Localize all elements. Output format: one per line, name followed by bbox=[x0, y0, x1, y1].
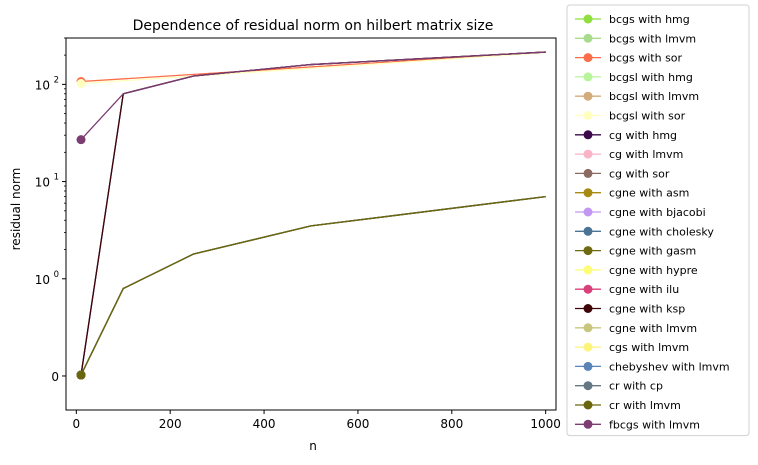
y-tick-label: 10 bbox=[35, 78, 50, 92]
series-line bbox=[80, 195, 546, 376]
legend-marker bbox=[583, 419, 593, 429]
legend-label: bcgsl with lmvm bbox=[609, 90, 699, 103]
y-tick-label: 10 bbox=[35, 273, 50, 287]
legend-label: bcgsl with hmg bbox=[609, 71, 693, 84]
plot-frame bbox=[65, 37, 557, 411]
legend-entry: cgs with lmvm bbox=[575, 341, 689, 354]
legend-entry: chebyshev with lmvm bbox=[575, 360, 730, 373]
legend-entry: bcgsl with lmvm bbox=[575, 90, 699, 103]
legend-label: cr with lmvm bbox=[609, 399, 681, 412]
legend-marker bbox=[583, 72, 593, 82]
legend-entry: cgne with bjacobi bbox=[575, 206, 706, 219]
legend-entry: bcgsl with hmg bbox=[575, 71, 693, 84]
legend-entry: bcgs with lmvm bbox=[575, 32, 696, 45]
legend-label: cgne with asm bbox=[609, 187, 689, 200]
legend-entry: cr with cp bbox=[575, 380, 663, 393]
legend-marker bbox=[583, 207, 593, 217]
y-tick-exponent: 2 bbox=[54, 75, 59, 85]
legend-entry: cgne with cholesky bbox=[575, 225, 714, 238]
legend-entry: cg with hmg bbox=[575, 129, 677, 142]
legend-label: cgne with gasm bbox=[609, 245, 696, 258]
legend-marker bbox=[583, 111, 593, 120]
legend-entry: cgne with ksp bbox=[575, 303, 685, 316]
y-axis-label: residual norm bbox=[9, 168, 23, 251]
legend-marker bbox=[583, 246, 593, 256]
legend-marker bbox=[583, 265, 593, 275]
plot-area bbox=[76, 51, 546, 380]
legend-label: cgne with bjacobi bbox=[609, 206, 706, 219]
legend-box bbox=[566, 4, 750, 437]
x-tick-label: 200 bbox=[159, 417, 182, 431]
legend-marker bbox=[583, 381, 593, 391]
legend-entry: cgne with asm bbox=[575, 187, 689, 200]
y-tick-label: 10 bbox=[35, 176, 50, 190]
series-5 bbox=[76, 52, 546, 89]
legend-entry: cgne with ilu bbox=[575, 283, 679, 296]
legend-entry: cg with sor bbox=[575, 167, 670, 180]
legend-label: cgne with hypre bbox=[609, 264, 698, 277]
x-tick-label: 0 bbox=[73, 417, 81, 431]
y-tick-label: 0 bbox=[51, 370, 59, 384]
series-20 bbox=[76, 195, 546, 380]
legend-marker bbox=[583, 342, 593, 352]
legend-entry: cgne with lmvm bbox=[575, 322, 697, 335]
legend-marker bbox=[583, 304, 593, 313]
x-axis-label: n bbox=[309, 439, 317, 453]
legend-entry: cg with lmvm bbox=[575, 148, 683, 161]
legend-entry: fbcgs with lmvm bbox=[575, 418, 700, 431]
series-line bbox=[80, 51, 546, 83]
legend-marker bbox=[583, 149, 593, 159]
legend-entry: cgne with hypre bbox=[575, 264, 698, 277]
legend-label: cgne with lmvm bbox=[609, 322, 697, 335]
chart-title: Dependence of residual norm on hilbert m… bbox=[133, 18, 494, 34]
series-marker bbox=[76, 135, 86, 145]
legend-label: bcgs with hmg bbox=[609, 13, 690, 26]
legend-label: bcgs with sor bbox=[609, 52, 683, 65]
legend-marker bbox=[583, 188, 593, 198]
legend-label: bcgsl with sor bbox=[609, 110, 686, 123]
x-tick-label: 400 bbox=[253, 417, 276, 431]
legend-label: cr with cp bbox=[609, 380, 663, 393]
legend-label: cgne with cholesky bbox=[609, 225, 714, 238]
legend-label: cgne with ilu bbox=[609, 283, 679, 296]
legend-marker bbox=[583, 14, 593, 24]
legend-label: cg with sor bbox=[609, 167, 670, 180]
x-tick-label: 800 bbox=[440, 417, 463, 431]
series-marker bbox=[76, 370, 86, 380]
legend-marker bbox=[583, 168, 593, 178]
legend-marker bbox=[583, 400, 593, 410]
legend-entry: bcgs with sor bbox=[575, 52, 683, 65]
legend-entry: cgne with gasm bbox=[575, 245, 696, 258]
y-tick-exponent: 1 bbox=[54, 173, 59, 183]
series-line bbox=[80, 52, 546, 85]
y-tick-exponent: 0 bbox=[54, 270, 59, 280]
series-21 bbox=[76, 51, 546, 145]
legend-marker bbox=[583, 33, 593, 43]
series-marker bbox=[76, 79, 86, 89]
legend-marker bbox=[583, 323, 593, 333]
legend-marker bbox=[583, 130, 593, 140]
legend-entry: cr with lmvm bbox=[575, 399, 681, 412]
legend-label: cgs with lmvm bbox=[609, 341, 689, 354]
legend-marker bbox=[583, 226, 593, 236]
x-tick-label: 1000 bbox=[530, 417, 561, 431]
legend-label: cg with lmvm bbox=[609, 148, 683, 161]
legend-label: fbcgs with lmvm bbox=[609, 418, 700, 431]
x-tick-label: 600 bbox=[346, 417, 369, 431]
legend-label: bcgs with lmvm bbox=[609, 32, 696, 45]
legend: bcgs with hmg bcgs with lmvm bcgs with sor… bbox=[566, 4, 750, 437]
legend-marker bbox=[583, 53, 593, 63]
legend-marker bbox=[583, 361, 593, 371]
legend-marker bbox=[583, 284, 593, 294]
legend-marker bbox=[583, 91, 593, 101]
legend-label: cgne with ksp bbox=[609, 303, 685, 316]
legend-label: cg with hmg bbox=[609, 129, 677, 142]
axes: 0 200 400 600 800 1000 0 10 0 10 1 10 2 bbox=[35, 37, 561, 431]
legend-entry: bcgs with hmg bbox=[575, 13, 690, 26]
series-line bbox=[80, 51, 546, 141]
legend-label: chebyshev with lmvm bbox=[609, 360, 730, 373]
legend-entry: bcgsl with sor bbox=[575, 110, 686, 123]
